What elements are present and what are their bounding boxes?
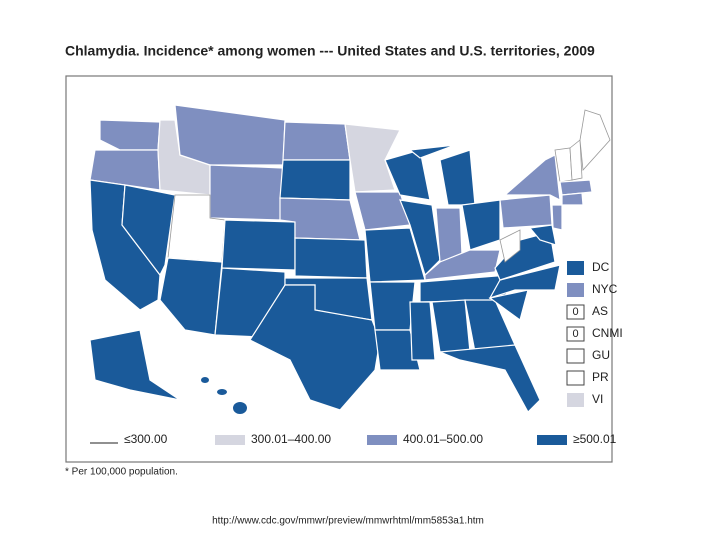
legend-label: DC	[592, 260, 610, 274]
legend-label: NYC	[592, 282, 618, 296]
range-legend	[90, 435, 567, 445]
legend-box-value: 0	[572, 306, 578, 318]
legend-label: VI	[592, 392, 603, 406]
legend-label: AS	[592, 304, 608, 318]
legend-label: PR	[592, 370, 609, 384]
range-label: ≤300.00	[124, 432, 168, 446]
range-label: 300.01–400.00	[251, 432, 331, 446]
map-frame	[65, 75, 613, 463]
range-label: 400.01–500.00	[403, 432, 483, 446]
legend-label: CNMI	[592, 326, 623, 340]
legend-label: GU	[592, 348, 610, 362]
range-label: ≥500.01	[573, 432, 617, 446]
source-url: http://www.cdc.gov/mmwr/preview/mmwrhtml…	[212, 516, 484, 527]
territory-legend	[566, 261, 585, 407]
legend-box-value: 0	[572, 328, 578, 340]
title: Chlamydia. Incidence* among women --- Un…	[65, 43, 595, 59]
us-map	[89, 104, 611, 414]
footnote: * Per 100,000 population.	[65, 467, 178, 478]
